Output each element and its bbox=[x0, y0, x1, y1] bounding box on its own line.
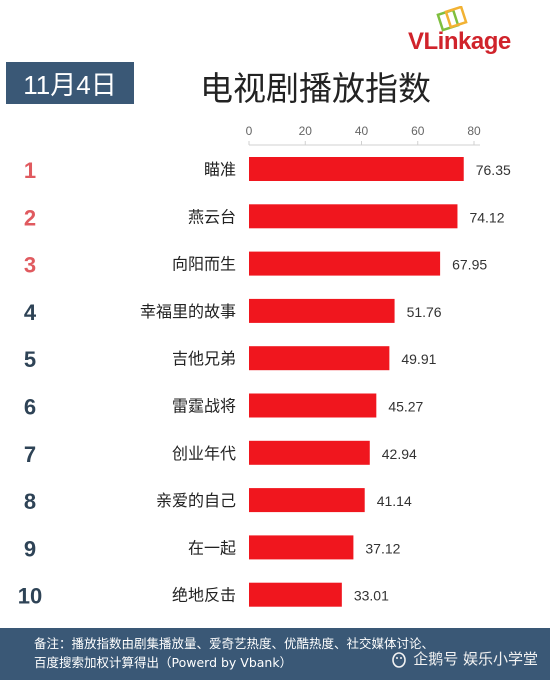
rank-number: 10 bbox=[18, 584, 42, 609]
watermark-text: 企鹅号 娱乐小学堂 bbox=[413, 650, 538, 668]
rank-number: 3 bbox=[24, 253, 36, 278]
value-label: 33.01 bbox=[354, 588, 389, 604]
value-label: 37.12 bbox=[365, 540, 400, 556]
bar bbox=[249, 251, 441, 276]
date-badge: 11月4日 bbox=[6, 62, 134, 104]
footnote-line-2: 百度搜索加权计算得出（Powerd by Vbank） bbox=[34, 655, 293, 670]
rank-number: 8 bbox=[24, 489, 36, 514]
category-label: 亲爱的自己 bbox=[156, 491, 236, 510]
bar-chart: 0 20 40 60 80 1 瞄准 76.35 2 燕云台 74.12 3 向阳而生 67.95 4 幸福里… bbox=[18, 124, 511, 609]
x-tick-label: 60 bbox=[411, 124, 425, 138]
category-label: 向阳而生 bbox=[172, 255, 236, 274]
category-label: 幸福里的故事 bbox=[140, 302, 236, 321]
vlinkage-logo: VLinkage bbox=[408, 6, 538, 56]
bar bbox=[249, 393, 377, 418]
footnote-line-1: 备注：播放指数由剧集播放量、爱奇艺热度、优酷热度、社交媒体讨论、 bbox=[34, 636, 435, 651]
logo-mark-icon bbox=[436, 6, 468, 32]
x-tick-label: 20 bbox=[299, 124, 313, 138]
value-label: 67.95 bbox=[452, 257, 487, 273]
bar bbox=[249, 582, 342, 607]
category-label: 创业年代 bbox=[172, 444, 236, 463]
rank-number: 2 bbox=[24, 205, 36, 230]
chart-title: 电视剧播放指数 bbox=[200, 69, 431, 108]
x-tick-label: 0 bbox=[246, 124, 253, 138]
watermark: 企鹅号 娱乐小学堂 bbox=[390, 648, 538, 669]
logo-text: VLinkage bbox=[408, 28, 511, 55]
x-tick-label: 80 bbox=[467, 124, 481, 138]
value-label: 74.12 bbox=[469, 209, 504, 225]
bar bbox=[249, 346, 390, 371]
value-label: 45.27 bbox=[388, 399, 423, 415]
value-label: 49.91 bbox=[401, 351, 436, 367]
bar bbox=[249, 488, 365, 513]
bar bbox=[249, 440, 370, 465]
category-label: 在一起 bbox=[188, 538, 236, 557]
category-label: 绝地反击 bbox=[172, 586, 236, 605]
value-label: 41.14 bbox=[377, 493, 412, 509]
value-label: 76.35 bbox=[476, 162, 511, 178]
rank-number: 7 bbox=[24, 442, 36, 467]
rank-number: 6 bbox=[24, 395, 36, 420]
category-label: 燕云台 bbox=[188, 207, 236, 226]
category-label: 瞄准 bbox=[204, 160, 236, 179]
rank-number: 1 bbox=[24, 158, 36, 183]
rank-number: 5 bbox=[24, 347, 36, 372]
bar bbox=[249, 204, 458, 229]
penguin-icon bbox=[392, 651, 407, 668]
category-label: 雷霆战将 bbox=[172, 397, 236, 416]
footnote-banner: 备注：播放指数由剧集播放量、爱奇艺热度、优酷热度、社交媒体讨论、 百度搜索加权计… bbox=[0, 628, 550, 680]
value-label: 42.94 bbox=[382, 446, 417, 462]
x-tick-label: 40 bbox=[355, 124, 369, 138]
value-label: 51.76 bbox=[407, 304, 442, 320]
bar bbox=[249, 535, 354, 560]
bar bbox=[249, 298, 395, 323]
rank-number: 9 bbox=[24, 536, 36, 561]
rank-number: 4 bbox=[24, 300, 37, 325]
category-label: 吉他兄弟 bbox=[172, 349, 236, 368]
bar bbox=[249, 157, 464, 181]
